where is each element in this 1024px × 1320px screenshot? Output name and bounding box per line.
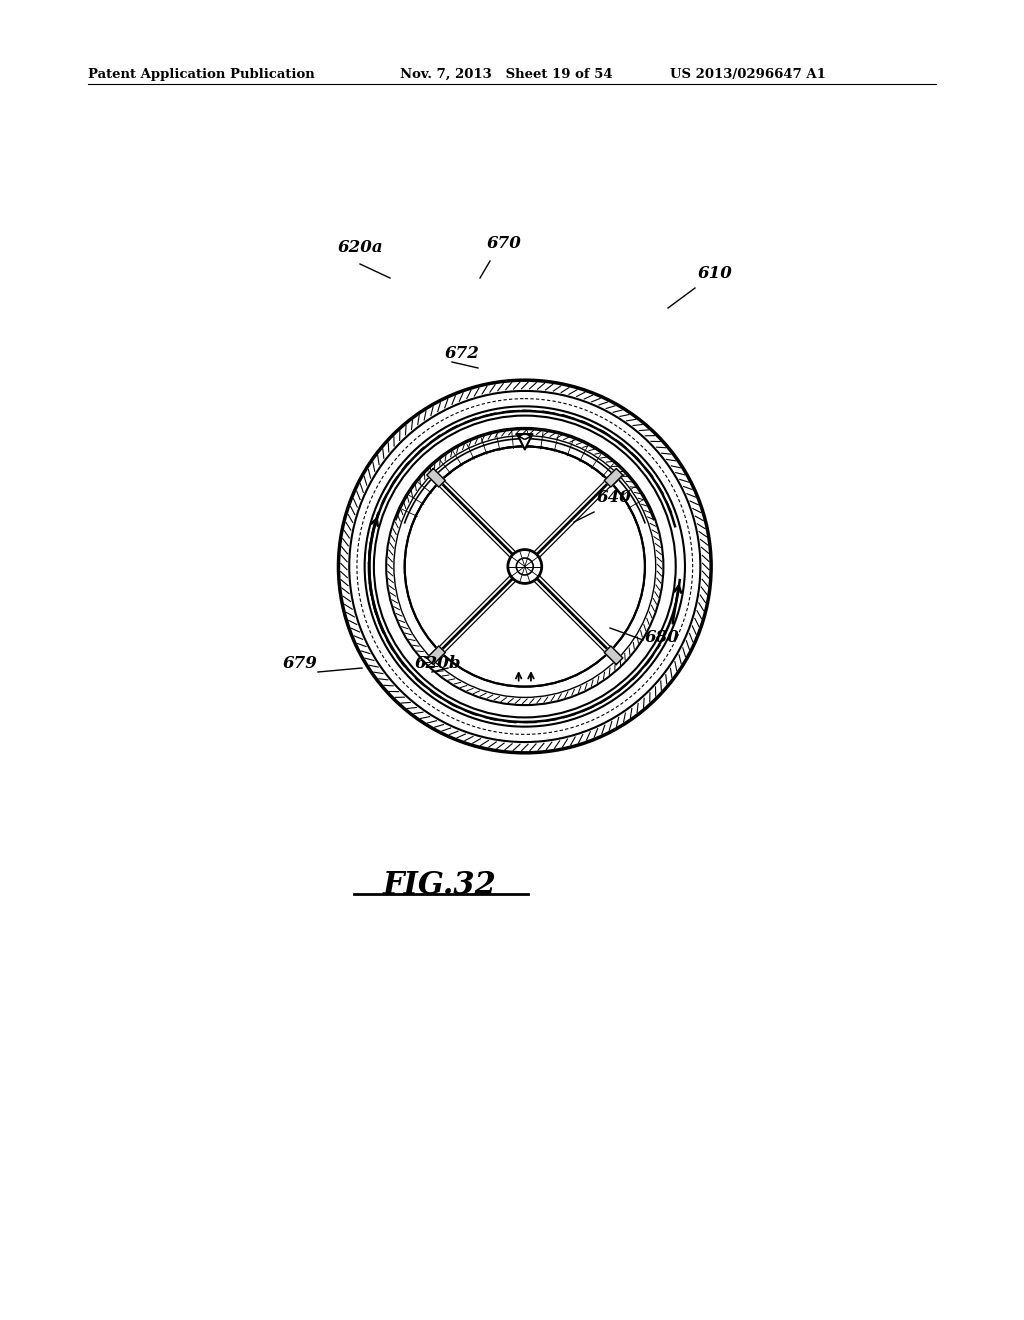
- Polygon shape: [604, 469, 623, 487]
- Text: 620a: 620a: [338, 239, 384, 256]
- Circle shape: [508, 549, 542, 583]
- Polygon shape: [517, 434, 532, 449]
- Text: 610: 610: [698, 265, 733, 282]
- Text: FIG.32: FIG.32: [383, 870, 497, 902]
- Text: 672: 672: [445, 345, 480, 362]
- Text: Nov. 7, 2013   Sheet 19 of 54: Nov. 7, 2013 Sheet 19 of 54: [400, 69, 612, 81]
- Polygon shape: [427, 469, 445, 487]
- Text: Patent Application Publication: Patent Application Publication: [88, 69, 314, 81]
- Text: 620b: 620b: [415, 655, 462, 672]
- Text: 640: 640: [597, 488, 632, 506]
- Text: 679: 679: [283, 655, 317, 672]
- Circle shape: [406, 447, 644, 686]
- Circle shape: [339, 380, 711, 752]
- Text: 680: 680: [645, 630, 680, 645]
- Text: 670: 670: [487, 235, 522, 252]
- Circle shape: [394, 437, 655, 697]
- Polygon shape: [604, 645, 623, 664]
- Polygon shape: [427, 645, 445, 664]
- Text: US 2013/0296647 A1: US 2013/0296647 A1: [670, 69, 826, 81]
